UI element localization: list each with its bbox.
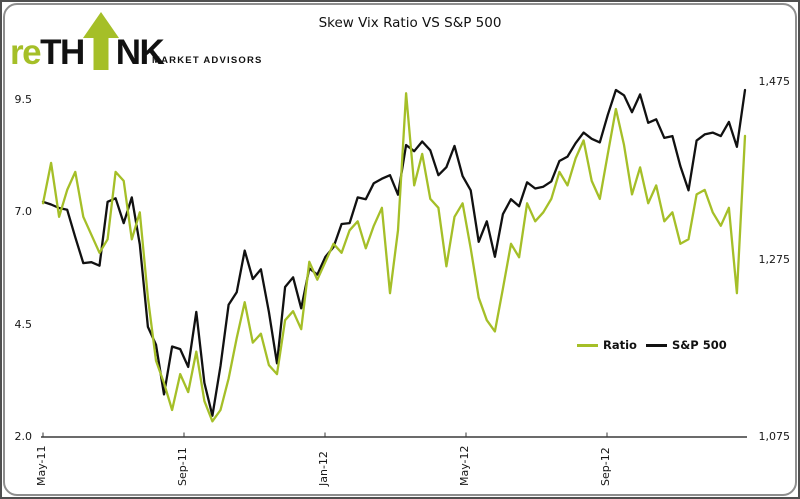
logo-wordmark: re TH NK (10, 10, 310, 70)
x-axis-tick-label: Jan-12 (317, 451, 330, 486)
ratio-line (41, 92, 747, 423)
legend-label-sp500: S&P 500 (671, 338, 727, 352)
legend-item-ratio: Ratio (577, 338, 637, 352)
x-axis-tick-label: May-11 (35, 445, 48, 486)
legend-item-sp500: S&P 500 (645, 338, 727, 352)
y-axis-left-tick-label: 2.0 (14, 430, 33, 443)
legend-swatch-ratio (577, 343, 598, 347)
x-axis-tick-label: Sep-12 (599, 447, 612, 486)
legend: Ratio S&P 500 (577, 338, 727, 352)
y-axis-right-tick-label: 1,275 (758, 252, 791, 266)
y-axis-right-tick-label: 1,475 (758, 75, 791, 88)
y-axis-left-tick-label: 4.5 (14, 317, 33, 331)
legend-swatch-sp500 (645, 343, 667, 347)
chart-frame-border (3, 3, 797, 496)
rethink-logo: re TH NK MARKET ADVISORS (10, 10, 310, 74)
logo-text-nk: NK (115, 32, 165, 72)
y-axis-right-tick-label: 1,075 (758, 430, 791, 443)
legend-label-ratio: Ratio (603, 338, 637, 352)
up-arrow-icon (82, 12, 119, 70)
x-axis-tick-label: Sep-11 (176, 447, 189, 486)
y-axis-left-tick-label: 7.0 (14, 205, 33, 219)
y-axis-left-tick-label: 9.5 (14, 93, 33, 106)
logo-text-th: TH (40, 32, 85, 72)
x-axis-tick-label: May-12 (458, 445, 471, 486)
logo-text-re: re (10, 32, 42, 72)
logo-tagline: MARKET ADVISORS (152, 55, 263, 66)
chart-title: Skew Vix Ratio VS S&P 500 (318, 15, 502, 31)
